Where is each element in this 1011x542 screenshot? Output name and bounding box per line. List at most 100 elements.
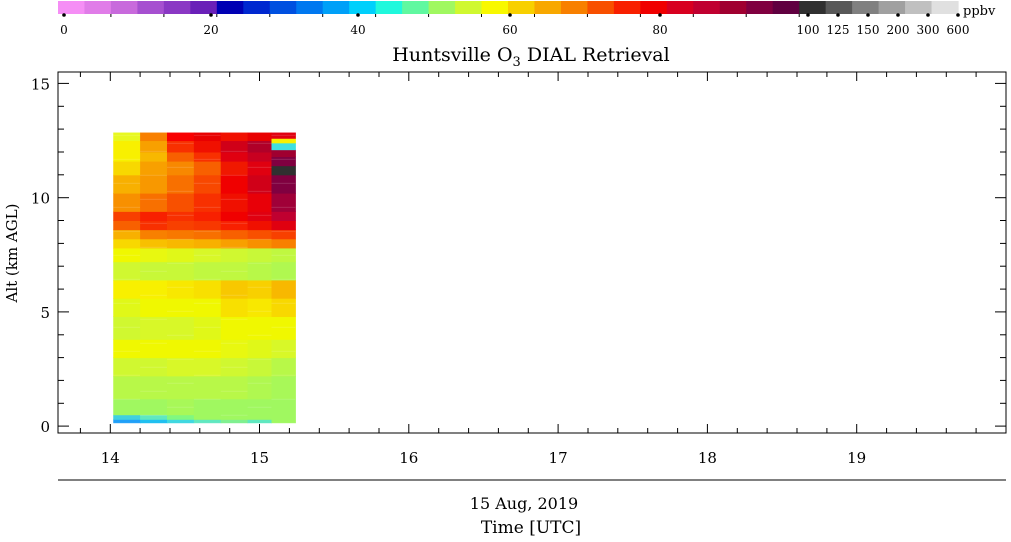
heatmap-cell <box>166 339 195 359</box>
heatmap-band <box>166 406 194 408</box>
colorbar-tick <box>508 13 512 17</box>
heatmap-band <box>271 182 296 185</box>
colorbar-tick-label: 100 <box>797 23 820 37</box>
colorbar-swatch <box>455 1 483 14</box>
heatmap-band <box>271 278 296 280</box>
heatmap-cell <box>220 357 249 377</box>
axis-ticks <box>58 72 1007 433</box>
heatmap-cell <box>113 229 141 240</box>
heatmap-cell <box>166 211 195 222</box>
heatmap-cell <box>271 357 296 377</box>
heatmap-cell <box>140 375 168 400</box>
heatmap-cell <box>220 398 249 420</box>
colorbar-swatch <box>349 1 377 14</box>
heatmap-band <box>247 166 272 169</box>
heatmap-cell <box>271 149 296 158</box>
date-label: 15 Aug, 2019 <box>470 494 578 513</box>
colorbar-tick <box>209 13 213 17</box>
heatmap-cell <box>113 193 141 212</box>
heatmap-cell <box>166 375 195 400</box>
x-tick-label: 19 <box>847 449 866 467</box>
heatmap-band <box>271 422 296 424</box>
heatmap-cell <box>220 174 249 194</box>
heatmap-band <box>271 350 296 352</box>
heatmap-band <box>247 262 272 264</box>
heatmap-cell <box>193 140 222 153</box>
heatmap-cell <box>271 247 296 263</box>
heatmap-band <box>193 134 221 137</box>
heatmap-band <box>193 230 221 232</box>
heatmap-cell <box>193 161 222 176</box>
heatmap-band <box>247 382 272 384</box>
heatmap-cell <box>271 229 296 240</box>
heatmap-cell <box>220 211 249 222</box>
heatmap-cell <box>140 229 168 240</box>
colorbar-swatch <box>772 1 800 14</box>
heatmap-band <box>140 198 167 201</box>
heatmap-band <box>113 350 141 352</box>
heatmap-cell <box>220 220 249 231</box>
heatmap-band <box>247 214 272 216</box>
heatmap-band <box>166 214 194 216</box>
colorbar-swatch <box>84 1 112 14</box>
heatmap-cell <box>166 357 195 377</box>
colorbar-swatch <box>878 1 906 14</box>
heatmap-cell <box>140 298 168 317</box>
heatmap-cell <box>220 298 249 317</box>
heatmap-cell <box>140 261 168 281</box>
colorbar-swatch <box>269 1 297 14</box>
heatmap-cell <box>247 279 272 299</box>
colorbar-swatch <box>587 1 615 14</box>
heatmap-cell <box>193 375 222 400</box>
heatmap-band <box>220 270 248 272</box>
heatmap-band <box>140 270 167 272</box>
heatmap-cell <box>220 132 249 142</box>
heatmap-band <box>140 174 167 177</box>
heatmap-cell <box>113 220 141 231</box>
heatmap-cell <box>113 298 141 317</box>
colorbar-swatch <box>640 1 668 14</box>
heatmap-band <box>220 390 248 392</box>
colorbar-swatch <box>746 1 774 14</box>
heatmap-band <box>140 414 167 416</box>
heatmap-band <box>113 374 141 376</box>
heatmap-cell <box>166 279 195 299</box>
colorbar-ticks: 0 20 40 60 80 100 125 150 200 300 600 <box>60 13 969 37</box>
heatmap-cell <box>140 193 168 212</box>
heatmap-cell <box>193 238 222 249</box>
heatmap-cell <box>271 298 296 317</box>
heatmap-band <box>247 406 272 408</box>
heatmap-cell <box>271 261 296 281</box>
heatmap-cell <box>193 247 222 263</box>
heatmap-band <box>140 294 167 296</box>
colorbar-swatch <box>799 1 827 14</box>
heatmap-cell <box>220 316 249 340</box>
heatmap-cell <box>193 193 222 212</box>
colorbar-swatch <box>613 1 641 14</box>
heatmap-cell <box>193 279 222 299</box>
heatmap-band <box>113 422 141 424</box>
heatmap-band <box>193 158 221 161</box>
heatmap-cell <box>140 398 168 416</box>
heatmap-cell <box>140 419 168 424</box>
colorbar-tick-label: 600 <box>947 23 970 37</box>
heatmap-cell <box>193 298 222 317</box>
heatmap-band <box>247 358 272 360</box>
heatmap-band <box>193 326 221 328</box>
heatmap-cell <box>140 140 168 153</box>
heatmap-band <box>247 238 272 240</box>
heatmap-cell <box>113 414 141 420</box>
colorbar-tick-label: 200 <box>887 23 910 37</box>
heatmap-band <box>220 198 248 201</box>
heatmap-cell <box>140 174 168 194</box>
heatmap-band <box>271 134 296 137</box>
heatmap-cell <box>113 161 141 176</box>
x-axis-label: Time [UTC] <box>481 518 581 538</box>
heatmap-cell <box>247 229 272 240</box>
heatmap-band <box>220 366 248 368</box>
heatmap-cell <box>271 211 296 222</box>
heatmap-cell <box>113 339 141 359</box>
heatmap-cell <box>166 298 195 317</box>
heatmap-band <box>193 398 221 400</box>
